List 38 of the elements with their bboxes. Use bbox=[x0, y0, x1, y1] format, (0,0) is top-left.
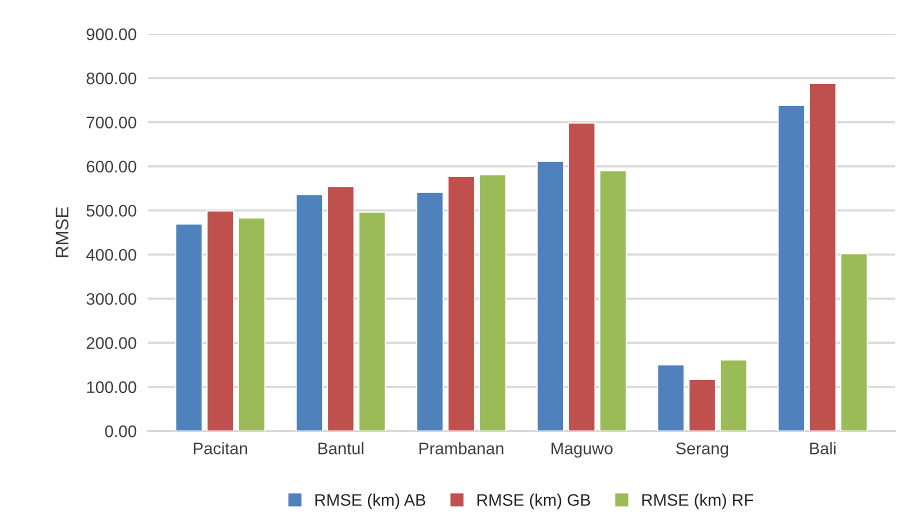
bar bbox=[568, 122, 596, 431]
bar bbox=[720, 359, 748, 431]
y-axis-title: RMSE bbox=[56, 207, 68, 258]
bar bbox=[447, 176, 476, 431]
bar bbox=[326, 186, 355, 431]
bar bbox=[599, 170, 627, 431]
bar bbox=[238, 217, 266, 431]
bar bbox=[808, 82, 837, 431]
y-tick-label: 200.00 bbox=[86, 337, 136, 349]
bar bbox=[296, 194, 324, 431]
y-tick-label: 0.00 bbox=[105, 425, 136, 438]
x-tick-label: Prambanan bbox=[420, 442, 504, 454]
bar bbox=[416, 192, 444, 431]
x-tick-label: Pacitan bbox=[194, 442, 248, 454]
y-tick-label: 900.00 bbox=[86, 28, 136, 40]
y-tick-label: 400.00 bbox=[86, 248, 136, 261]
y-tick-label: 700.00 bbox=[86, 116, 136, 128]
legend-label: RMSE (km) AB bbox=[315, 494, 426, 510]
bar bbox=[206, 210, 234, 431]
y-tick-label: 300.00 bbox=[86, 293, 136, 305]
y-tick-label: 600.00 bbox=[86, 160, 136, 173]
y-tick-label: 100.00 bbox=[87, 381, 136, 394]
bar bbox=[358, 212, 386, 431]
x-tick-label: Bali bbox=[810, 442, 836, 454]
bar bbox=[840, 253, 868, 431]
bar bbox=[688, 378, 716, 431]
legend-label: RMSE (km) RF bbox=[642, 494, 754, 510]
bar bbox=[478, 174, 506, 431]
bar bbox=[657, 364, 685, 431]
bar bbox=[536, 160, 564, 431]
x-tick-label: Maguwo bbox=[552, 442, 613, 458]
x-tick-label: Serang bbox=[676, 442, 728, 458]
y-tick-label: 800.00 bbox=[86, 72, 136, 84]
x-tick-label: Bantul bbox=[318, 442, 364, 454]
y-tick-label: 500.00 bbox=[86, 204, 136, 217]
bar bbox=[175, 224, 203, 431]
legend-label: RMSE (km) GB bbox=[478, 494, 590, 510]
bar bbox=[778, 104, 806, 431]
